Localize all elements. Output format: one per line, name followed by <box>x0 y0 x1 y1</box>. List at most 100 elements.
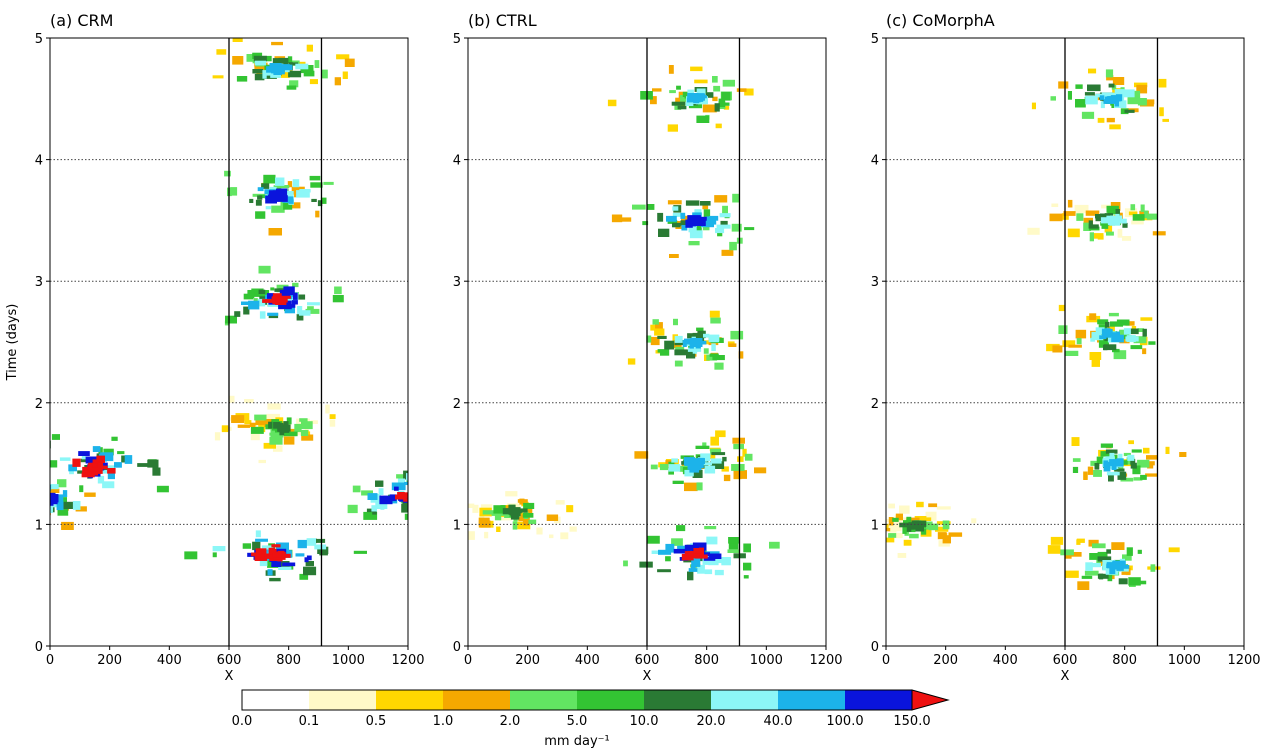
precip-cell <box>258 298 266 307</box>
precip-cell <box>306 44 313 52</box>
precip-cell <box>367 493 378 500</box>
precip-cell <box>928 523 939 531</box>
colorbar-extend-arrow <box>911 689 950 711</box>
precip-cell <box>522 517 530 526</box>
precip-cell <box>1140 317 1153 321</box>
precip-cell <box>1050 96 1056 101</box>
precip-cell <box>652 319 659 325</box>
precip-cell <box>283 286 295 296</box>
precip-cell <box>1075 329 1087 339</box>
precip-cell <box>50 488 60 493</box>
precip-cell <box>769 541 780 549</box>
precip-cell <box>692 469 703 478</box>
precip-cell <box>711 343 716 351</box>
precip-cell <box>672 222 681 228</box>
precip-cell <box>4 493 16 498</box>
x-tick-label: 200 <box>515 653 540 668</box>
precip-cell <box>671 101 686 106</box>
precip-cell <box>886 528 891 532</box>
precip-cell <box>1107 96 1121 102</box>
precip-cell <box>692 542 707 551</box>
precip-cell <box>672 206 679 211</box>
y-tick-label: 2 <box>453 397 461 412</box>
precip-cell <box>722 79 735 87</box>
precip-cell <box>1133 580 1147 585</box>
precip-cell <box>40 487 48 492</box>
precip-cell <box>252 541 261 551</box>
precip-cell <box>57 507 69 516</box>
precip-cell <box>1083 471 1088 480</box>
precip-cell <box>1051 203 1059 207</box>
precip-cell <box>311 198 317 202</box>
precip-cell <box>698 462 712 466</box>
precip-cell <box>1137 549 1142 554</box>
precip-cell <box>721 91 731 101</box>
precip-cell <box>38 496 48 500</box>
precip-cell <box>928 503 938 508</box>
precip-cell <box>1136 84 1148 94</box>
precip-cell <box>435 526 440 533</box>
precip-cell <box>1179 452 1187 457</box>
x-axis-label: X <box>643 669 652 684</box>
precip-cell <box>410 498 416 503</box>
precip-cell <box>1089 553 1101 560</box>
precip-cell <box>1140 99 1154 107</box>
precip-cell <box>714 103 720 112</box>
precip-cell <box>1072 466 1079 473</box>
precip-cell <box>82 466 92 475</box>
precip-cell <box>1109 459 1118 464</box>
precip-cell <box>685 200 700 206</box>
precip-cell <box>325 404 330 414</box>
precip-cell <box>92 446 101 452</box>
precip-cell <box>862 551 874 559</box>
precip-cell <box>491 512 505 516</box>
precip-cell <box>1128 440 1134 445</box>
precip-cell <box>92 463 98 468</box>
precip-cell <box>50 440 51 449</box>
precip-cell <box>722 205 728 214</box>
precip-cell <box>272 58 279 67</box>
precip-cell <box>708 558 719 566</box>
precip-cell <box>225 315 237 324</box>
precip-cell <box>366 508 373 513</box>
precip-cell <box>504 511 514 518</box>
colorbar-tick-label: 20.0 <box>697 714 726 729</box>
precip-cell <box>1130 204 1136 211</box>
precip-cell <box>689 230 703 239</box>
precip-cell <box>1152 231 1166 236</box>
precip-cell <box>697 564 705 574</box>
precip-cell <box>732 437 745 444</box>
precip-cell <box>1103 460 1109 466</box>
precip-cell <box>276 195 288 202</box>
precip-cell <box>733 470 747 479</box>
precip-cell <box>1106 205 1119 213</box>
precip-cell <box>684 544 699 551</box>
precip-cell <box>363 511 378 520</box>
x-tick-label: 1000 <box>332 653 365 668</box>
precip-cell <box>391 482 406 491</box>
precip-cell <box>1099 95 1105 100</box>
precip-cell <box>1081 111 1095 119</box>
precip-cell <box>56 501 64 511</box>
precip-cell <box>310 420 318 424</box>
precip-cell <box>334 77 341 86</box>
precip-cell <box>886 518 892 523</box>
precip-cell <box>272 552 282 558</box>
precip-cell <box>307 306 314 311</box>
precip-cell <box>1088 539 1099 547</box>
x-tick-label: 400 <box>575 653 600 668</box>
x-tick-label: 1200 <box>1227 653 1260 668</box>
precip-cell <box>1097 319 1109 325</box>
precip-cell <box>684 469 694 477</box>
precip-cell <box>81 455 86 460</box>
precip-cell <box>1101 92 1114 100</box>
colorbar-tick-label: 40.0 <box>764 714 793 729</box>
precip-cell <box>375 500 388 509</box>
precip-cell <box>297 306 303 315</box>
precip-cell <box>25 466 36 471</box>
precip-cell <box>1100 101 1105 109</box>
panel-title: (b) CTRL <box>468 11 537 30</box>
precip-cell <box>701 340 707 345</box>
precip-cell <box>688 241 700 246</box>
panel-2: 0 200 400 600 800 1000 1200 0 1 2 3 4 5 (b) CTRL X <box>435 11 843 684</box>
